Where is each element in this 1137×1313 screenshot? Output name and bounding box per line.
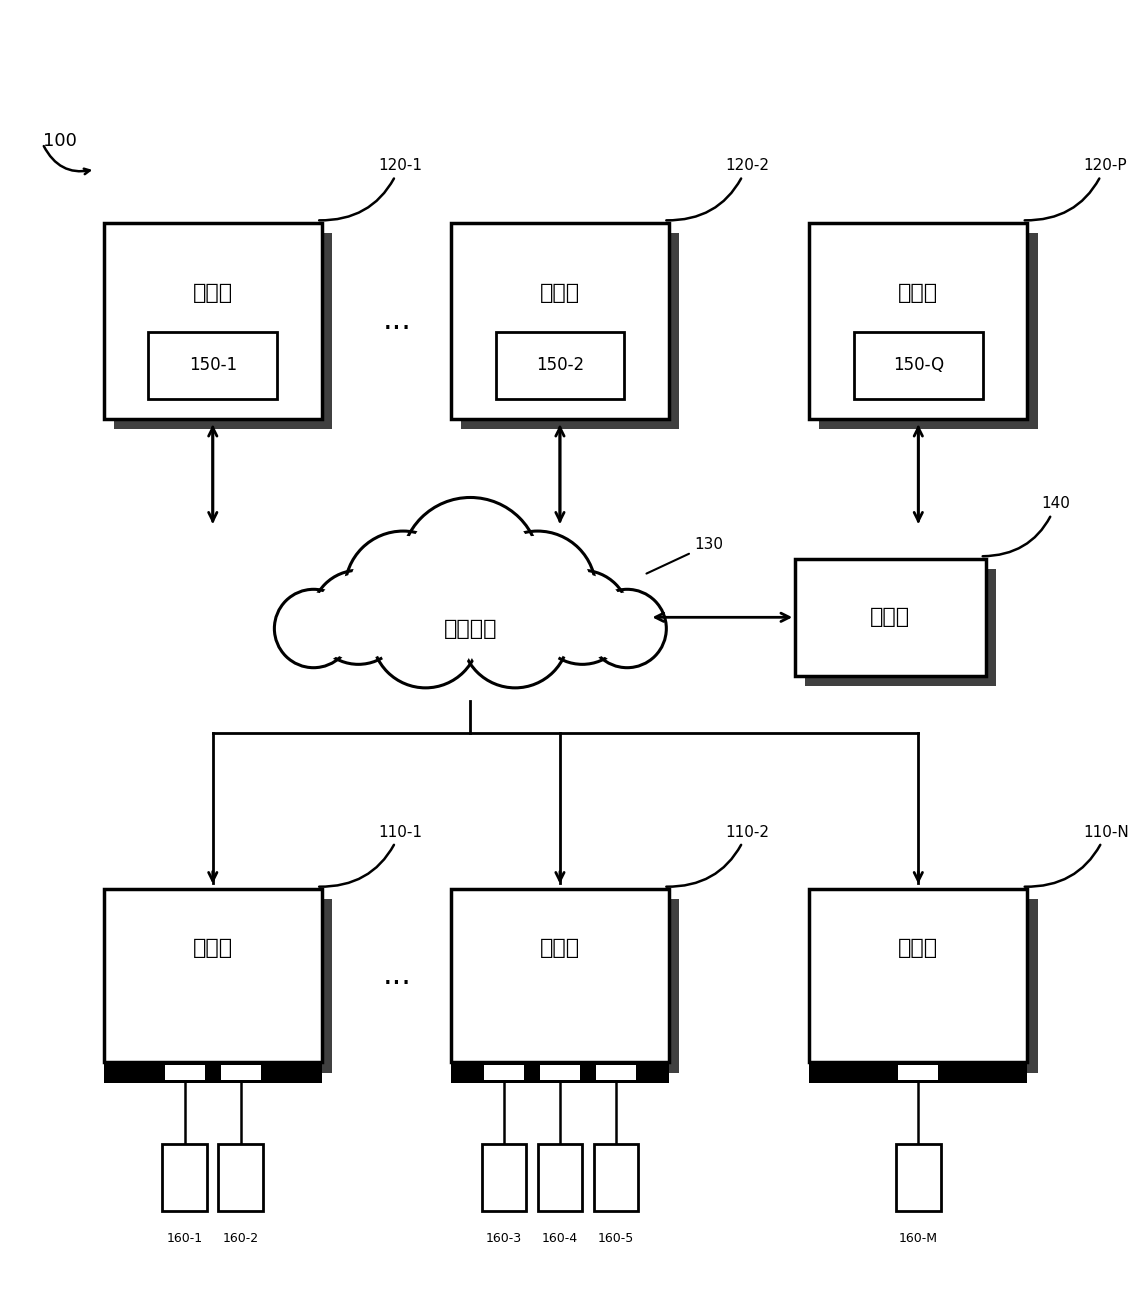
Text: 130: 130 <box>647 537 723 574</box>
FancyBboxPatch shape <box>854 332 982 399</box>
Circle shape <box>372 580 480 688</box>
FancyBboxPatch shape <box>460 232 679 428</box>
Text: 服务器: 服务器 <box>898 937 938 957</box>
FancyBboxPatch shape <box>450 1062 670 1083</box>
Text: 140: 140 <box>982 496 1070 557</box>
Text: 160-4: 160-4 <box>542 1232 578 1245</box>
FancyBboxPatch shape <box>538 1144 582 1212</box>
FancyBboxPatch shape <box>810 889 1028 1062</box>
Circle shape <box>315 574 401 660</box>
Text: 110-1: 110-1 <box>319 825 422 886</box>
Text: 100: 100 <box>42 133 76 151</box>
Text: 服务器: 服务器 <box>192 937 233 957</box>
FancyBboxPatch shape <box>898 1065 938 1081</box>
FancyBboxPatch shape <box>103 222 322 419</box>
FancyBboxPatch shape <box>450 222 670 419</box>
FancyBboxPatch shape <box>149 332 277 399</box>
Circle shape <box>462 580 568 688</box>
FancyBboxPatch shape <box>810 222 1028 419</box>
Circle shape <box>376 584 475 684</box>
FancyBboxPatch shape <box>221 1065 260 1081</box>
FancyBboxPatch shape <box>594 1144 638 1212</box>
Text: 160-1: 160-1 <box>167 1232 202 1245</box>
FancyBboxPatch shape <box>596 1065 636 1081</box>
Text: 110-N: 110-N <box>1024 825 1129 886</box>
FancyBboxPatch shape <box>819 899 1038 1073</box>
Text: ...: ... <box>383 961 412 990</box>
Circle shape <box>277 592 350 664</box>
Text: 调度器: 调度器 <box>870 608 911 628</box>
Circle shape <box>312 570 406 664</box>
Text: 120-P: 120-P <box>1024 159 1127 221</box>
FancyBboxPatch shape <box>114 899 332 1073</box>
Circle shape <box>588 590 666 668</box>
Text: 120-2: 120-2 <box>666 159 769 221</box>
Circle shape <box>274 590 352 668</box>
FancyBboxPatch shape <box>460 899 679 1073</box>
Circle shape <box>466 584 565 684</box>
FancyBboxPatch shape <box>103 889 322 1062</box>
Text: 160-5: 160-5 <box>598 1232 634 1245</box>
Circle shape <box>480 530 596 647</box>
Text: 160-M: 160-M <box>899 1232 938 1245</box>
FancyBboxPatch shape <box>795 558 986 676</box>
FancyBboxPatch shape <box>483 1065 524 1081</box>
Text: 客户端: 客户端 <box>192 282 233 302</box>
Text: 120-1: 120-1 <box>319 159 422 221</box>
Circle shape <box>591 592 663 664</box>
FancyBboxPatch shape <box>805 569 996 687</box>
FancyBboxPatch shape <box>482 1144 526 1212</box>
Circle shape <box>406 503 534 630</box>
FancyBboxPatch shape <box>163 1144 207 1212</box>
Text: 服务器: 服务器 <box>540 937 580 957</box>
FancyBboxPatch shape <box>218 1144 263 1212</box>
Text: 互连网络: 互连网络 <box>443 618 497 638</box>
Text: 160-2: 160-2 <box>223 1232 259 1245</box>
Text: 150-1: 150-1 <box>189 356 236 374</box>
FancyBboxPatch shape <box>540 1065 580 1081</box>
Circle shape <box>536 570 630 664</box>
Text: 客户端: 客户端 <box>540 282 580 302</box>
FancyBboxPatch shape <box>496 332 624 399</box>
FancyBboxPatch shape <box>450 889 670 1062</box>
Text: ...: ... <box>383 306 412 335</box>
Circle shape <box>539 574 625 660</box>
Text: 160-3: 160-3 <box>485 1232 522 1245</box>
Text: 150-2: 150-2 <box>536 356 584 374</box>
FancyBboxPatch shape <box>896 1144 940 1212</box>
Text: 110-2: 110-2 <box>666 825 769 886</box>
Text: 150-Q: 150-Q <box>893 356 944 374</box>
FancyBboxPatch shape <box>165 1065 205 1081</box>
FancyBboxPatch shape <box>810 1062 1028 1083</box>
Circle shape <box>401 498 540 637</box>
Circle shape <box>349 536 457 643</box>
Circle shape <box>345 530 462 647</box>
FancyBboxPatch shape <box>819 232 1038 428</box>
Circle shape <box>484 536 591 643</box>
FancyBboxPatch shape <box>114 232 332 428</box>
Text: 客户端: 客户端 <box>898 282 938 302</box>
FancyBboxPatch shape <box>103 1062 322 1083</box>
